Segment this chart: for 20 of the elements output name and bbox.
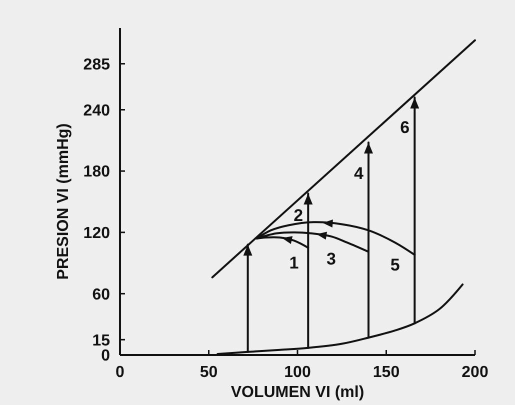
annotation: 5 — [390, 256, 400, 275]
y-tick-label: 285 — [83, 56, 110, 74]
x-tick-label: 50 — [200, 364, 218, 381]
x-axis-title: VOLUMEN VI (ml) — [230, 384, 364, 401]
annotation: 2 — [294, 206, 304, 225]
annotation: 6 — [400, 118, 410, 138]
x-tick-label: 150 — [372, 364, 400, 381]
y-tick-label: 60 — [92, 286, 110, 304]
annotation: 1 — [289, 254, 299, 272]
x-tick-label: 100 — [284, 364, 311, 381]
y-axis-title: PRESION VI (mmHg) — [55, 123, 72, 280]
y-tick-label: 0 — [101, 348, 110, 365]
y-tick-label: 180 — [83, 164, 110, 181]
y-tick-label: 240 — [83, 102, 110, 120]
x-tick-label: 0 — [116, 364, 125, 381]
annotation: 3 — [326, 249, 336, 268]
y-tick-label: 15 — [92, 332, 110, 350]
y-tick-label: 120 — [83, 224, 110, 242]
annotation: 4 — [354, 164, 364, 184]
x-tick-label: 200 — [462, 364, 488, 381]
